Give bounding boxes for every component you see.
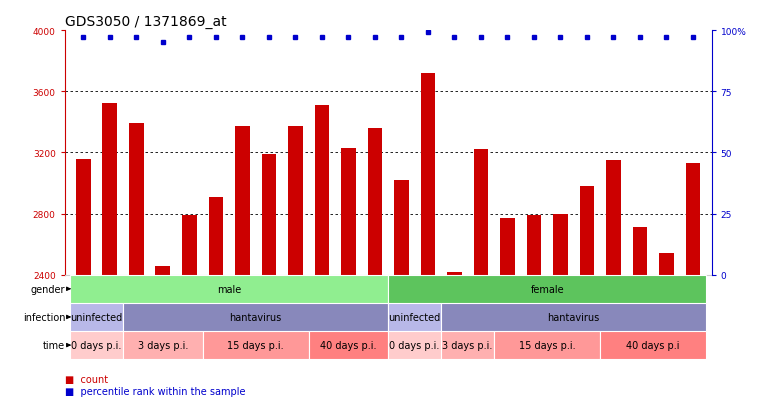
Bar <box>441 331 494 359</box>
Bar <box>394 180 409 275</box>
Text: 3 days p.i.: 3 days p.i. <box>138 340 188 350</box>
Bar <box>494 331 600 359</box>
Bar <box>314 106 329 275</box>
Text: time: time <box>43 340 65 350</box>
Bar <box>76 159 91 275</box>
Text: GDS3050 / 1371869_at: GDS3050 / 1371869_at <box>65 14 226 28</box>
Bar <box>580 187 594 275</box>
Bar <box>441 303 706 331</box>
Bar <box>341 148 355 275</box>
Bar <box>182 216 196 275</box>
Bar <box>527 216 541 275</box>
Text: 0 days p.i.: 0 days p.i. <box>72 340 122 350</box>
Bar <box>129 124 144 275</box>
Bar <box>70 275 388 303</box>
Text: 3 days p.i.: 3 days p.i. <box>442 340 493 350</box>
Text: uninfected: uninfected <box>70 312 123 322</box>
Bar <box>70 331 123 359</box>
Bar <box>473 150 489 275</box>
Bar <box>262 154 276 275</box>
Bar <box>209 197 223 275</box>
Text: ■  percentile rank within the sample: ■ percentile rank within the sample <box>65 386 245 396</box>
Bar <box>421 74 435 275</box>
Bar <box>123 331 202 359</box>
Bar <box>686 164 700 275</box>
Bar <box>388 331 441 359</box>
Text: hantavirus: hantavirus <box>548 312 600 322</box>
Bar <box>500 218 514 275</box>
Bar <box>553 214 568 275</box>
Bar <box>388 275 706 303</box>
Bar <box>388 303 441 331</box>
Text: 0 days p.i.: 0 days p.i. <box>390 340 440 350</box>
Bar <box>288 127 303 275</box>
Bar <box>103 104 117 275</box>
Text: female: female <box>530 284 564 294</box>
Text: uninfected: uninfected <box>389 312 441 322</box>
Bar <box>600 331 706 359</box>
Text: hantavirus: hantavirus <box>229 312 282 322</box>
Text: 40 days p.i.: 40 days p.i. <box>320 340 377 350</box>
Bar <box>70 303 123 331</box>
Bar <box>155 266 170 275</box>
Bar <box>202 331 308 359</box>
Bar <box>632 228 648 275</box>
Bar <box>607 161 621 275</box>
Text: 15 days p.i.: 15 days p.i. <box>228 340 284 350</box>
Bar <box>308 331 388 359</box>
Text: 40 days p.i: 40 days p.i <box>626 340 680 350</box>
Text: 15 days p.i.: 15 days p.i. <box>519 340 575 350</box>
Text: infection: infection <box>23 312 65 322</box>
Text: male: male <box>217 284 241 294</box>
Bar <box>235 127 250 275</box>
Text: gender: gender <box>30 284 65 294</box>
Text: ■  count: ■ count <box>65 374 108 384</box>
Bar <box>447 272 462 275</box>
Bar <box>368 128 382 275</box>
Bar <box>659 254 673 275</box>
Bar <box>123 303 388 331</box>
